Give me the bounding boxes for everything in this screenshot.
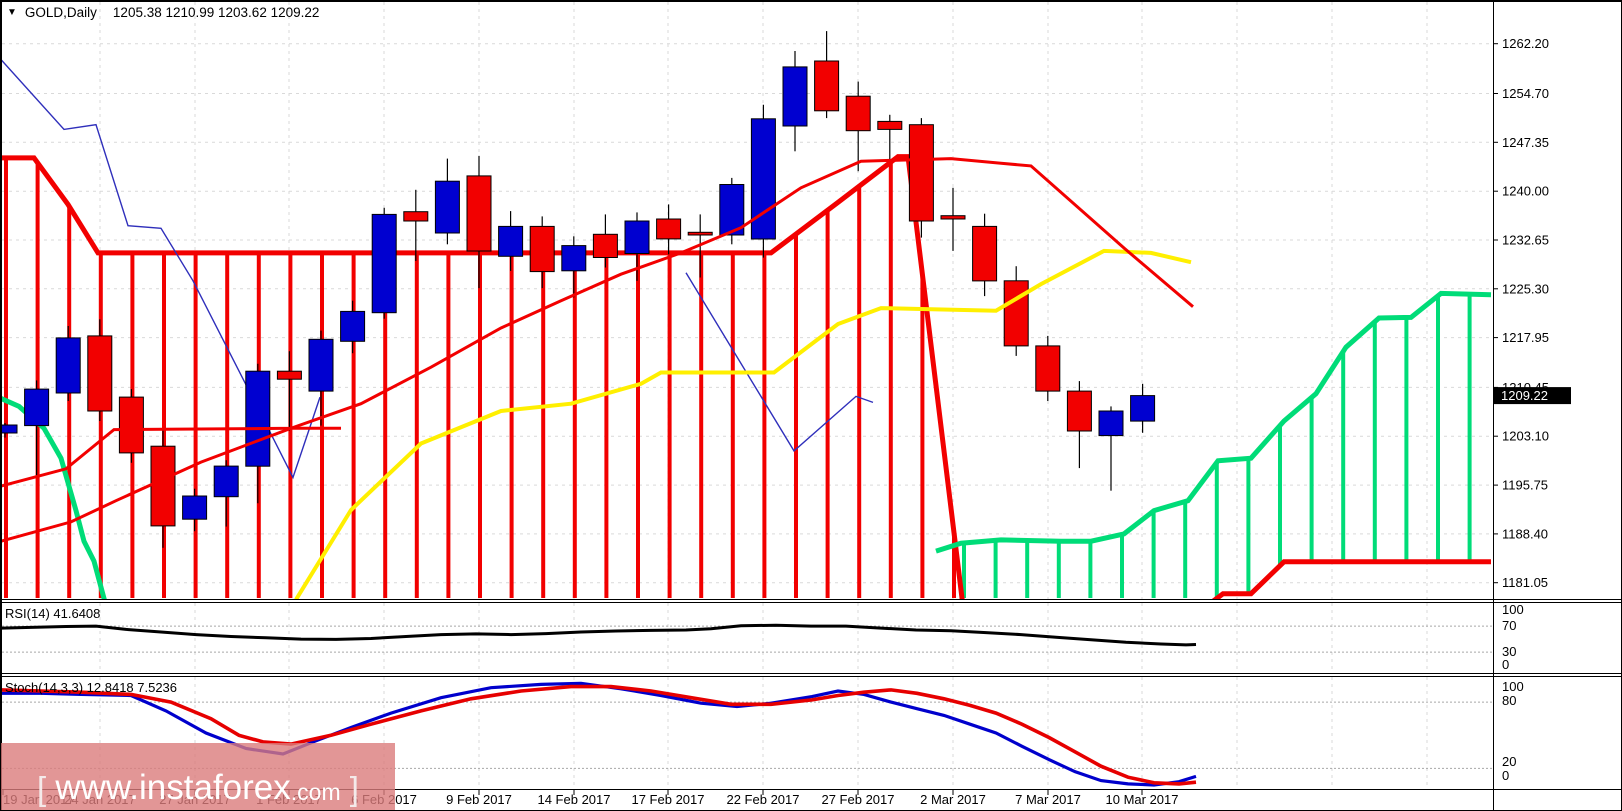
date-label: 22 Feb 2017: [726, 792, 799, 807]
candle-bull: [2, 424, 18, 434]
stoch-d-line: [2, 684, 1197, 786]
date-label: 2 Mar 2017: [920, 792, 986, 807]
price-label: 1217.95: [1502, 330, 1549, 345]
candle-bear: [87, 335, 113, 412]
candle-bear: [687, 231, 713, 236]
date-label: 10 Mar 2017: [1106, 792, 1179, 807]
stoch-scale-label: 100: [1502, 679, 1524, 694]
rsi-scale-label: 100: [1502, 602, 1524, 617]
candles: [2, 31, 1156, 548]
date-label: 17 Feb 2017: [631, 792, 704, 807]
ohlc-values: 1205.38 1210.99 1203.62 1209.22: [112, 5, 320, 20]
candle-bear: [403, 211, 429, 222]
candle-bear: [1035, 345, 1061, 392]
date-label: 9 Feb 2017: [446, 792, 512, 807]
symbol-period-label: GOLD,Daily: [24, 5, 97, 20]
stoch-scale-label: 80: [1502, 693, 1516, 708]
candle-bull: [55, 337, 81, 394]
watermark-close-bracket: ]: [340, 770, 359, 807]
kumo-green-hatch: [962, 294, 1472, 598]
kijun-red-line: [2, 426, 341, 543]
candle-bull: [308, 338, 334, 392]
price-label: 1247.35: [1502, 135, 1549, 150]
candle-bear: [529, 225, 555, 273]
date-label: 7 Mar 2017: [1015, 792, 1081, 807]
current-price-value: 1209.22: [1501, 388, 1548, 403]
current-price-marker: [1494, 387, 1571, 405]
senkou-a-future-line: [935, 290, 1492, 554]
candle-bull: [498, 225, 524, 257]
candle-bull: [719, 184, 745, 236]
candle-bull: [782, 66, 808, 127]
watermark-open-bracket: [: [37, 770, 56, 807]
price-label: 1188.40: [1502, 526, 1548, 541]
candle-bear: [1066, 390, 1092, 432]
candle-bear: [1003, 280, 1029, 347]
candle-bull: [561, 245, 587, 272]
candle-bear: [656, 218, 682, 240]
watermark-domain: www.instaforex: [55, 768, 291, 807]
price-label: 1254.70: [1502, 86, 1549, 101]
candle-bear: [940, 215, 966, 220]
candle-bull: [245, 370, 271, 467]
main-chart: [2, 31, 1492, 599]
candle-bull: [24, 388, 50, 427]
stoch-scale-label: 20: [1502, 754, 1516, 769]
stoch-scale-label: 0: [1502, 768, 1509, 783]
candle-bull: [1130, 395, 1156, 422]
price-label: 1181.05: [1502, 575, 1548, 590]
price-label: 1225.30: [1502, 281, 1549, 296]
rsi-scale-label: 70: [1502, 618, 1516, 633]
price-label: 1195.75: [1502, 478, 1548, 493]
chikou-span-line: [685, 272, 874, 452]
date-label: 27 Feb 2017: [821, 792, 894, 807]
green-left-edge-line: [2, 396, 107, 599]
senkou-a-past-line: [2, 154, 965, 599]
price-label: 1262.20: [1502, 36, 1549, 51]
instaforex-watermark: [ www.instaforex .com ]: [1, 743, 395, 810]
price-axis: 1262.20 1254.70 1247.35 1240.00 1232.65 1225.…: [1493, 36, 1571, 783]
rsi-scale-label: 0: [1502, 657, 1509, 672]
candle-bull: [434, 180, 460, 234]
candle-bear: [276, 370, 302, 380]
candle-bear: [466, 175, 492, 252]
candle-bear: [150, 445, 176, 527]
candle-bear: [877, 120, 903, 130]
candle-bear: [972, 225, 998, 282]
candle-bull: [1098, 410, 1124, 437]
symbol-dropdown-icon[interactable]: ▼: [7, 7, 17, 18]
price-label: 1203.10: [1502, 429, 1549, 444]
candle-bull: [213, 465, 239, 498]
candle-bear: [592, 233, 618, 259]
chikou-span-line: [2, 59, 321, 480]
rsi-line: [2, 623, 1197, 647]
candle-bull: [371, 213, 397, 314]
candle-bear: [845, 95, 871, 132]
rsi-pane: [2, 623, 1197, 647]
candle-bear: [118, 396, 144, 454]
kijun-yellow-line: [294, 248, 1192, 599]
stoch-pane-label: Stoch(14,3,3) 12.8418 7.5236: [5, 680, 178, 695]
price-label: 1232.65: [1502, 233, 1549, 248]
candle-bear: [908, 124, 934, 222]
senkou-b-future-line: [1211, 559, 1491, 599]
rsi-scale-label: 30: [1502, 644, 1516, 659]
candle-bull: [750, 118, 776, 240]
price-label: 1240.00: [1502, 184, 1549, 199]
rsi-pane-label: RSI(14) 41.6408: [5, 606, 101, 621]
candle-bull: [182, 495, 208, 520]
watermark-tld: .com: [290, 779, 341, 805]
candle-bear: [814, 60, 840, 112]
candle-bull: [340, 310, 366, 342]
tenkan-red-line: [2, 157, 1194, 488]
chart-header: ▼ GOLD,Daily 1205.38 1210.99 1203.62 120…: [7, 5, 319, 20]
candle-bull: [624, 220, 650, 254]
date-label: 14 Feb 2017: [537, 792, 610, 807]
